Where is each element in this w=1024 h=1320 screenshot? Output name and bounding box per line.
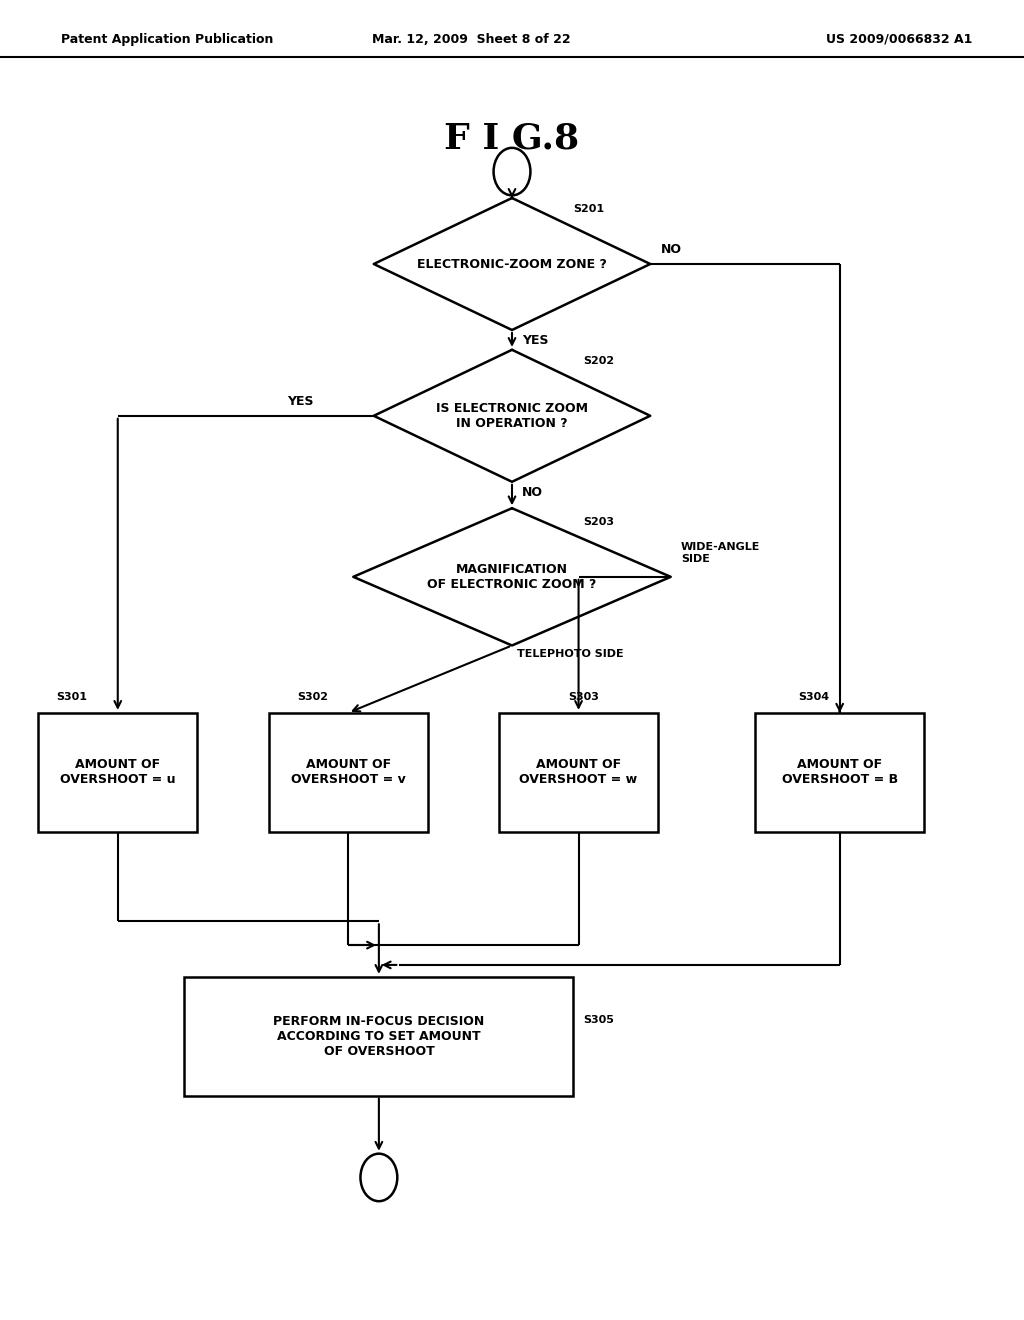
Bar bbox=[268, 713, 428, 832]
Text: NO: NO bbox=[522, 486, 544, 499]
Text: US 2009/0066832 A1: US 2009/0066832 A1 bbox=[826, 33, 973, 46]
Text: TELEPHOTO SIDE: TELEPHOTO SIDE bbox=[517, 649, 624, 660]
Text: NO: NO bbox=[660, 243, 682, 256]
Text: S303: S303 bbox=[568, 692, 599, 702]
Text: AMOUNT OF
OVERSHOOT = u: AMOUNT OF OVERSHOOT = u bbox=[60, 758, 175, 787]
Text: Mar. 12, 2009  Sheet 8 of 22: Mar. 12, 2009 Sheet 8 of 22 bbox=[372, 33, 570, 46]
Text: S302: S302 bbox=[297, 692, 328, 702]
Text: MAGNIFICATION
OF ELECTRONIC ZOOM ?: MAGNIFICATION OF ELECTRONIC ZOOM ? bbox=[427, 562, 597, 591]
Text: S305: S305 bbox=[584, 1015, 614, 1026]
Text: IS ELECTRONIC ZOOM
IN OPERATION ?: IS ELECTRONIC ZOOM IN OPERATION ? bbox=[436, 401, 588, 430]
Text: S304: S304 bbox=[799, 692, 829, 702]
Text: Patent Application Publication: Patent Application Publication bbox=[61, 33, 273, 46]
Text: YES: YES bbox=[522, 334, 549, 347]
Bar bbox=[755, 713, 924, 832]
Text: AMOUNT OF
OVERSHOOT = B: AMOUNT OF OVERSHOOT = B bbox=[781, 758, 898, 787]
Text: S202: S202 bbox=[584, 355, 614, 366]
Bar bbox=[499, 713, 657, 832]
Text: YES: YES bbox=[287, 395, 313, 408]
Text: S203: S203 bbox=[584, 516, 614, 527]
Text: S201: S201 bbox=[573, 203, 604, 214]
Text: ELECTRONIC-ZOOM ZONE ?: ELECTRONIC-ZOOM ZONE ? bbox=[417, 257, 607, 271]
Text: AMOUNT OF
OVERSHOOT = v: AMOUNT OF OVERSHOOT = v bbox=[291, 758, 406, 787]
Text: S301: S301 bbox=[56, 692, 87, 702]
Bar bbox=[184, 977, 573, 1096]
Text: AMOUNT OF
OVERSHOOT = w: AMOUNT OF OVERSHOOT = w bbox=[519, 758, 638, 787]
Text: F I G.8: F I G.8 bbox=[444, 121, 580, 156]
Bar bbox=[39, 713, 197, 832]
Text: WIDE-ANGLE
SIDE: WIDE-ANGLE SIDE bbox=[681, 543, 761, 564]
Text: PERFORM IN-FOCUS DECISION
ACCORDING TO SET AMOUNT
OF OVERSHOOT: PERFORM IN-FOCUS DECISION ACCORDING TO S… bbox=[273, 1015, 484, 1057]
